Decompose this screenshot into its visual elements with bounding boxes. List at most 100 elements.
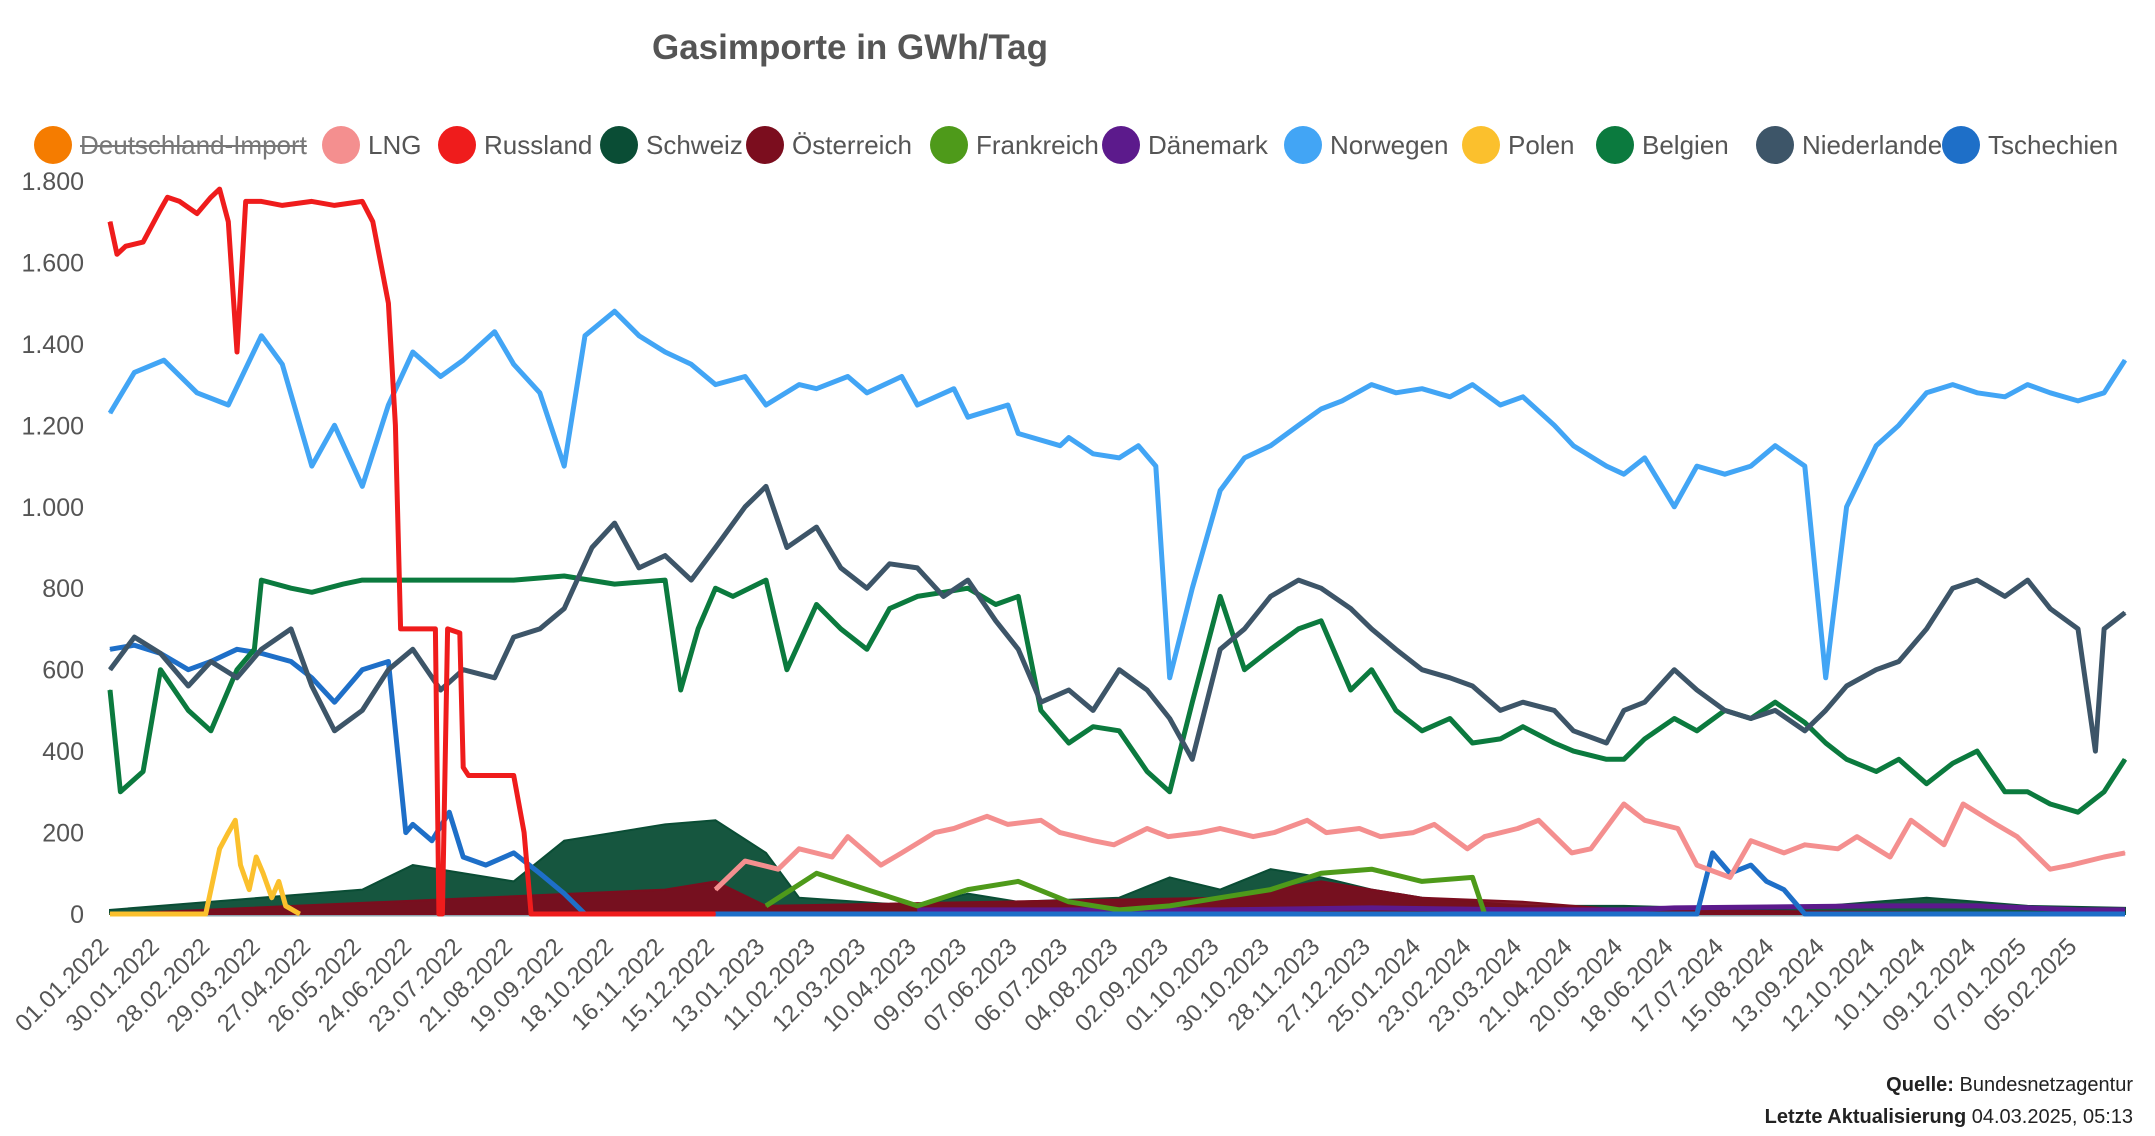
data-point-niederlande bbox=[1040, 701, 1042, 703]
data-point-norwegen bbox=[744, 375, 746, 378]
legend-marker bbox=[600, 126, 638, 164]
series-line-polen bbox=[110, 817, 301, 917]
data-point-lng bbox=[1783, 852, 1785, 854]
data-point-polen bbox=[227, 832, 229, 834]
data-point-lng bbox=[1379, 836, 1381, 838]
data-point-niederlande bbox=[765, 485, 767, 487]
legend-item-frankreich[interactable]: Frankreich bbox=[930, 122, 1099, 168]
y-tick-label: 1.800 bbox=[21, 168, 84, 196]
data-point-lng bbox=[1219, 827, 1221, 830]
data-point-norwegen bbox=[714, 384, 717, 386]
data-point-belgien bbox=[109, 689, 111, 691]
data-point-schweiz bbox=[1169, 876, 1171, 879]
data-point-tschechien bbox=[485, 864, 487, 866]
data-point-norwegen bbox=[196, 392, 198, 394]
data-point-norwegen bbox=[333, 424, 336, 426]
data-point-belgien bbox=[1320, 620, 1322, 622]
data-point-norwegen bbox=[2124, 359, 2126, 361]
chart-title: Gasimporte in GWh/Tag bbox=[651, 28, 1049, 67]
data-point-niederlande bbox=[440, 689, 442, 691]
data-point-tschechien bbox=[109, 648, 111, 650]
data-point-belgien bbox=[2124, 758, 2126, 760]
data-point-oesterreich bbox=[1371, 889, 1373, 891]
legend-item-belgien[interactable]: Belgien bbox=[1596, 122, 1729, 168]
legend-item-tschechien[interactable]: Tschechien bbox=[1942, 122, 2118, 168]
data-point-russland bbox=[333, 204, 336, 206]
data-point-belgien bbox=[1270, 648, 1272, 650]
data-point-schweiz bbox=[412, 864, 414, 866]
data-point-lng bbox=[1995, 823, 1997, 826]
data-point-norwegen bbox=[847, 375, 849, 378]
data-point-schweiz bbox=[1270, 868, 1272, 870]
data-point-norwegen bbox=[1605, 465, 1608, 467]
data-point-belgien bbox=[361, 579, 363, 581]
data-point-norwegen bbox=[387, 404, 389, 406]
legend-item-oesterreich[interactable]: Österreich bbox=[746, 122, 912, 168]
legend-label: Schweiz bbox=[646, 129, 743, 160]
data-point-belgien bbox=[765, 579, 767, 581]
data-point-tschechien bbox=[431, 840, 433, 842]
data-point-lng bbox=[1837, 848, 1839, 850]
data-point-oesterreich bbox=[1320, 880, 1322, 883]
legend-item-niederlande[interactable]: Niederlande bbox=[1756, 122, 1942, 168]
data-point-niederlande bbox=[412, 648, 414, 650]
data-point-norwegen bbox=[815, 388, 818, 390]
data-point-lng bbox=[1590, 848, 1592, 850]
data-point-niederlande bbox=[1017, 648, 1019, 650]
data-point-belgien bbox=[1952, 762, 1954, 764]
legend-item-norwegen[interactable]: Norwegen bbox=[1284, 122, 1449, 168]
data-point-belgien bbox=[1804, 722, 1806, 724]
data-point-daenemark bbox=[1522, 909, 1524, 911]
legend-item-russland[interactable]: Russland bbox=[438, 122, 592, 168]
data-point-russland bbox=[166, 196, 168, 198]
data-point-niederlande bbox=[2077, 628, 2079, 630]
data-point-lng bbox=[1113, 844, 1115, 846]
legend-item-polen[interactable]: Polen bbox=[1462, 122, 1575, 168]
data-point-norwegen bbox=[1059, 445, 1061, 447]
data-point-daenemark bbox=[2124, 909, 2126, 911]
data-point-norwegen bbox=[1572, 445, 1574, 447]
data-point-lng bbox=[1889, 856, 1891, 858]
data-point-belgien bbox=[1774, 701, 1776, 703]
data-point-norwegen bbox=[1395, 392, 1397, 394]
data-point-niederlande bbox=[1146, 689, 1148, 691]
legend-item-lng[interactable]: LNG bbox=[322, 122, 421, 168]
data-point-lng bbox=[1358, 827, 1360, 830]
data-point-niederlande bbox=[714, 546, 717, 549]
updated-label: Letzte Aktualisierung bbox=[1764, 1106, 1967, 1128]
y-tick-label: 1.200 bbox=[21, 412, 84, 440]
legend-item-deutschland-import[interactable]: Deutschland-Import bbox=[34, 122, 307, 168]
data-point-norwegen bbox=[1976, 392, 1978, 394]
data-point-polen bbox=[278, 880, 280, 883]
data-point-oesterreich bbox=[664, 889, 666, 891]
data-point-belgien bbox=[2027, 791, 2029, 793]
data-point-oesterreich bbox=[1421, 897, 1423, 899]
data-point-norwegen bbox=[1696, 465, 1698, 467]
data-point-belgien bbox=[1297, 628, 1300, 630]
data-point-lng bbox=[714, 889, 717, 891]
data-point-norwegen bbox=[1341, 400, 1343, 402]
legend-item-schweiz[interactable]: Schweiz bbox=[600, 122, 743, 168]
data-point-belgien bbox=[1092, 726, 1094, 728]
data-point-belgien bbox=[889, 608, 891, 610]
data-point-niederlande bbox=[1320, 587, 1322, 589]
data-point-norwegen bbox=[1191, 587, 1193, 589]
data-point-russland bbox=[523, 832, 525, 834]
data-point-russland bbox=[260, 200, 262, 202]
data-point-lng bbox=[1571, 852, 1573, 854]
legend-item-daenemark[interactable]: Dänemark bbox=[1102, 122, 1268, 168]
data-point-niederlande bbox=[563, 608, 565, 610]
y-tick-label: 200 bbox=[42, 820, 84, 848]
data-point-belgien bbox=[1846, 758, 1848, 760]
data-point-russland bbox=[513, 774, 515, 777]
data-point-norwegen bbox=[1644, 457, 1646, 459]
data-point-russland bbox=[714, 913, 717, 915]
data-point-lng bbox=[1623, 803, 1625, 805]
data-point-daenemark bbox=[916, 909, 919, 911]
data-point-lng bbox=[1677, 827, 1679, 830]
data-point-niederlande bbox=[967, 579, 969, 581]
data-point-schweiz bbox=[1926, 897, 1928, 899]
data-point-tschechien bbox=[187, 669, 189, 671]
data-point-niederlande bbox=[1774, 709, 1776, 712]
data-point-tschechien bbox=[513, 852, 515, 854]
